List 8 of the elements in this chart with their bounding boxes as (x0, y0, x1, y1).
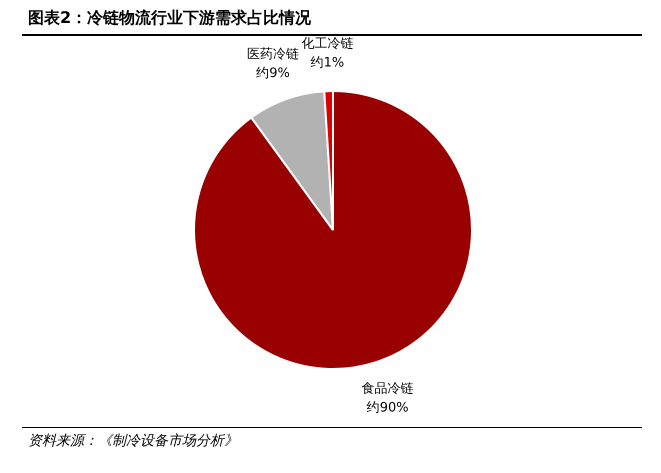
data-label: 约9% (256, 66, 290, 81)
chart-title: 图表2：冷链物流行业下游需求占比情况 (28, 8, 312, 29)
text: 资料来源：《制冷设备市场分析》 (28, 432, 238, 450)
data-label: 约90% (366, 400, 409, 416)
slice-label: 化工冷链 (301, 36, 354, 52)
data-label: 约1% (310, 55, 344, 70)
slice-label: 食品冷链 (362, 382, 414, 397)
slice-label: 医药冷链 (247, 46, 300, 62)
